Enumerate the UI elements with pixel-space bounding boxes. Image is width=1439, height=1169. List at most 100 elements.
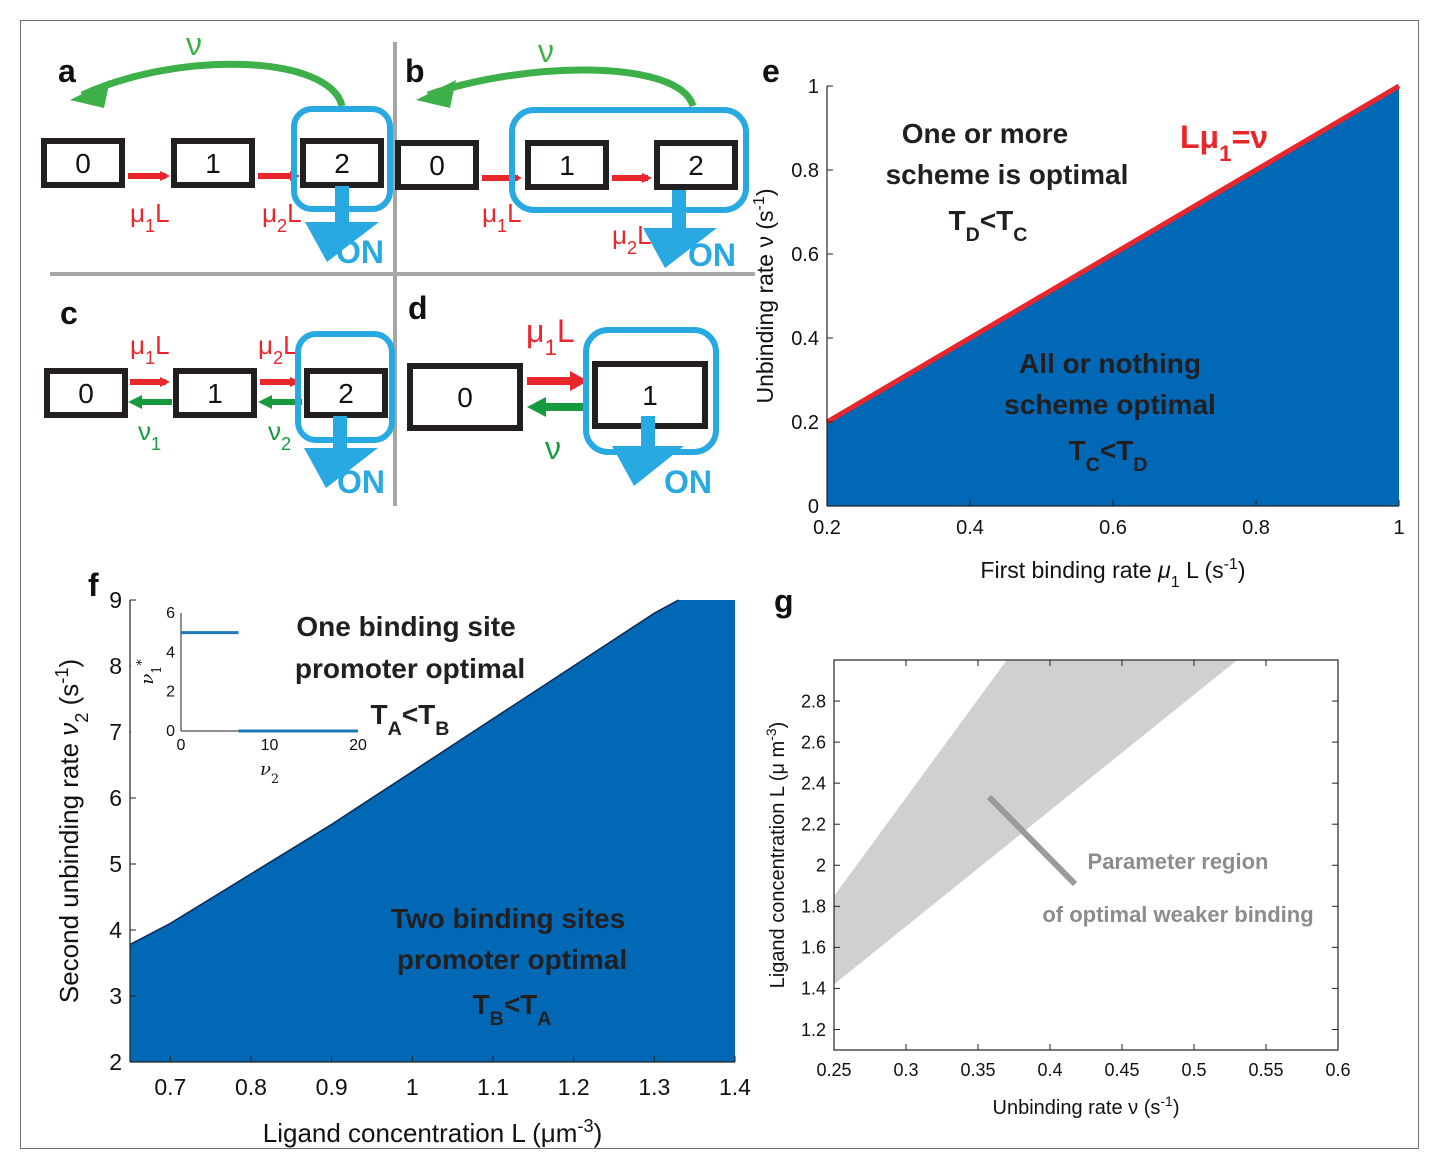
panel-g-annotation-line-1: Parameter region bbox=[1088, 849, 1269, 874]
panel-c-state-1-label: 1 bbox=[207, 378, 223, 409]
panel-f-xtick-label: 1.1 bbox=[477, 1074, 509, 1100]
panel-g-xtick-label: 0.55 bbox=[1248, 1060, 1283, 1080]
panel-f-inset-ylabel: ν1* bbox=[134, 659, 164, 685]
panel-f-xlabel: Ligand concentration L (μm-3) bbox=[263, 1116, 603, 1148]
panel-b-state-0 bbox=[395, 140, 479, 190]
panel-b-return-arrow bbox=[426, 66, 697, 108]
panel-f-inset-ytick-label: 4 bbox=[166, 644, 175, 661]
panel-d-backward-rate: ν bbox=[545, 430, 561, 466]
panel-f-inset-ytick-label: 0 bbox=[166, 723, 175, 740]
panel-a-output-arrowhead bbox=[305, 222, 379, 262]
panel-g-annotation-line-2: of optimal weaker binding bbox=[1042, 902, 1313, 927]
panel-a-output-arrow-shaft bbox=[335, 186, 349, 226]
panel-f-inset-xtick-label: 20 bbox=[349, 737, 367, 754]
panel-a-output-label: ON bbox=[336, 234, 384, 270]
panel-b-return-rate: ν bbox=[538, 33, 554, 69]
panel-b-state-2-label: 2 bbox=[688, 150, 704, 181]
panel-f-ytick-label: 7 bbox=[109, 719, 122, 745]
panel-f-inset-ytick-label: 2 bbox=[166, 684, 175, 701]
panel-e-lower-line-1: All or nothing bbox=[1019, 348, 1201, 379]
panel-f-ytick-label: 3 bbox=[109, 983, 122, 1009]
panel-c-backward-rate-1: ν1 bbox=[138, 416, 161, 454]
panel-g-xtick-label: 0.25 bbox=[816, 1060, 851, 1080]
figure-frame bbox=[20, 20, 1419, 1149]
panel-g-xlabel: Unbinding rate ν (s-1) bbox=[993, 1093, 1180, 1119]
panel-c-output-arrowhead bbox=[304, 448, 378, 488]
panel-f-xtick-label: 1.4 bbox=[719, 1074, 751, 1100]
panel-d-output-arrowhead bbox=[612, 446, 684, 486]
panel-g-xtick-label: 0.4 bbox=[1037, 1060, 1062, 1080]
panel-f-ytick-label: 2 bbox=[109, 1049, 122, 1075]
panel-e-xtick-label: 1 bbox=[1393, 517, 1404, 539]
panel-e-ytick-label: 0.8 bbox=[791, 160, 819, 182]
panel-f-ytick-label: 6 bbox=[109, 785, 122, 811]
panel-f-inset-xtick-label: 10 bbox=[261, 737, 279, 754]
panel-f-upper-line-3: TA<TB bbox=[371, 699, 450, 740]
panel-e-ylabel: Unbinding rate ν (s-1) bbox=[750, 188, 778, 403]
panel-a-return-rate: ν bbox=[186, 26, 202, 62]
panel-d-backward-arrowhead bbox=[527, 397, 546, 417]
panel-f-ytick-label: 8 bbox=[109, 653, 122, 679]
panel-f-xtick-label: 1.3 bbox=[638, 1074, 670, 1100]
panel-b-state-2 bbox=[654, 140, 738, 190]
panel-c-output-arrow-shaft bbox=[333, 416, 347, 452]
panel-a-forward-rate-1: μ1L bbox=[130, 198, 170, 236]
panel-d-forward-rate: μ1L bbox=[526, 313, 575, 360]
panel-f-ytick-label: 4 bbox=[109, 917, 122, 943]
panel-a-label: a bbox=[58, 53, 76, 89]
panel-b-forward-rate-2: μ2L bbox=[612, 220, 652, 258]
panel-e-optimal-region bbox=[827, 86, 1399, 506]
panel-f-upper-line-1: One binding site bbox=[296, 611, 515, 642]
panel-g-ytick-label: 2.8 bbox=[801, 691, 826, 711]
panel-c-label: c bbox=[60, 295, 78, 331]
panel-g-ytick-label: 2 bbox=[816, 856, 826, 876]
panel-b-output-label: ON bbox=[688, 237, 736, 273]
panel-g-xtick-label: 0.35 bbox=[960, 1060, 995, 1080]
panel-f-upper-line-2: promoter optimal bbox=[295, 653, 525, 684]
panel-d-state-1 bbox=[592, 361, 708, 429]
panel-f-ylabel: Second unbinding rate ν2 (s-1) bbox=[52, 659, 92, 1003]
panel-c-state-2 bbox=[304, 368, 388, 418]
panel-f-lower-line-3: TB<TA bbox=[473, 989, 552, 1030]
panel-d-output-label: ON bbox=[664, 464, 712, 500]
panel-g-annotation-pointer bbox=[986, 794, 1078, 887]
panel-c-backward-rate-2: ν2 bbox=[268, 416, 291, 454]
panel-d-state-1-label: 1 bbox=[642, 380, 658, 411]
panel-f-lower-line-1: Two binding sites bbox=[391, 903, 625, 934]
panel-g-label: g bbox=[774, 583, 794, 619]
panel-g: g 0.25 0.3 0.35 0.4 0.45 0.5 0.55 0.6 1.2 1.4 1.6 1… bbox=[763, 583, 1351, 1119]
panel-c-state-2-label: 2 bbox=[338, 378, 354, 409]
panel-f-label: f bbox=[88, 567, 99, 603]
panel-e-upper-line-1: One or more bbox=[902, 118, 1068, 149]
panel-e-xlabel: First binding rate μ1 L (s-1) bbox=[980, 555, 1245, 591]
panel-d-forward-arrowhead bbox=[570, 371, 588, 391]
panel-c-forward-rate-2: μ2L bbox=[258, 330, 298, 368]
panel-e-xtick-label: 0.2 bbox=[813, 517, 841, 539]
panel-e-xtick-label: 0.8 bbox=[1242, 517, 1270, 539]
panel-e-upper-line-3: TD<TC bbox=[949, 205, 1028, 246]
panel-g-xtick-label: 0.6 bbox=[1325, 1060, 1350, 1080]
panel-e-upper-line-2: scheme is optimal bbox=[886, 159, 1129, 190]
panel-b-state-1-label: 1 bbox=[559, 150, 575, 181]
panel-e-ytick-label: 0.2 bbox=[791, 412, 819, 434]
panel-g-ylabel: Ligand concentration L (μ m-3) bbox=[763, 722, 789, 989]
panel-a-state-2 bbox=[300, 138, 384, 188]
panel-b-state-1 bbox=[525, 140, 609, 190]
panel-c-backward-arrowhead-1 bbox=[128, 395, 142, 409]
panel-f-xtick-label: 0.7 bbox=[154, 1074, 186, 1100]
panel-c-state-1 bbox=[173, 368, 257, 418]
panel-b-label: b bbox=[405, 53, 425, 89]
panel-c-forward-rate-1: μ1L bbox=[130, 330, 170, 368]
panel-a-return-arrowhead bbox=[70, 80, 110, 108]
panel-d-output-arrow-shaft bbox=[641, 416, 655, 450]
panel-c-state-0 bbox=[44, 368, 128, 418]
panel-b-output-arrowhead bbox=[643, 228, 717, 268]
panel-a-state-2-label: 2 bbox=[334, 148, 350, 179]
panel-f: f 0.7 0.8 0.9 1 1.1 1.2 1.3 1.4 2 3 4 5 6 7 8 9 Ligand c… bbox=[52, 567, 751, 1148]
panel-f-inset-background bbox=[131, 603, 378, 791]
panel-e-ytick-label: 0.6 bbox=[791, 244, 819, 266]
panel-g-plot-frame bbox=[833, 659, 1339, 1051]
